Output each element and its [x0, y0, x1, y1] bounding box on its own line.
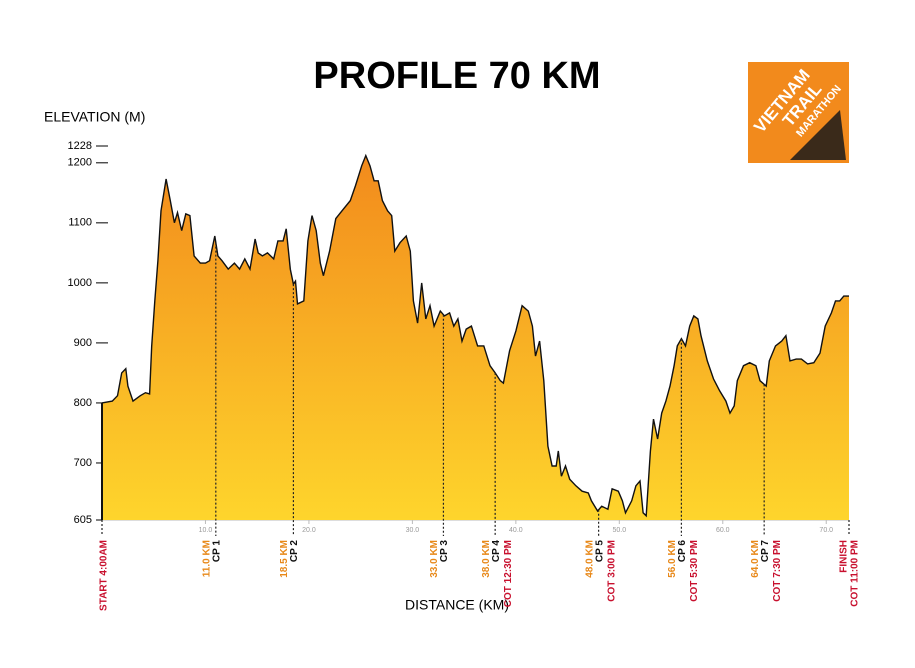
- checkpoint-label: 64.0 KM: [750, 540, 761, 578]
- x-tick-label: 20.0: [302, 527, 316, 534]
- checkpoint-label-group: START 4:00AM: [99, 540, 110, 611]
- y-tick-label: 900: [74, 337, 92, 349]
- checkpoint-label: 11.0 KM: [201, 540, 212, 577]
- logo-mountain: [790, 110, 846, 160]
- checkpoint-label: CP 1: [211, 540, 222, 562]
- checkpoint-label-group: 48.0 KM: [584, 540, 595, 578]
- x-tick-label: 40.0: [509, 527, 523, 534]
- checkpoint-label-group: 18.5 KM: [279, 540, 290, 578]
- checkpoint-label: COT 7:30 PM: [772, 540, 783, 602]
- x-tick-label: 60.0: [716, 527, 730, 534]
- y-tick-label: 700: [74, 457, 92, 469]
- checkpoint-label-group: CP 1: [211, 540, 222, 562]
- profile-line: [101, 153, 849, 518]
- checkpoint-label-group: COT 12:30 PM: [503, 540, 514, 607]
- checkpoint-label: COT 3:00 PM: [606, 540, 617, 602]
- y-tick-label: 1000: [68, 277, 92, 289]
- checkpoint-label-group: COT 11:00 PM: [850, 540, 861, 607]
- x-tick-label: 70.0: [819, 527, 833, 534]
- checkpoint-label-group: COT 3:00 PM: [606, 540, 617, 602]
- checkpoint-label-group: CP 4: [491, 540, 502, 562]
- checkpoint-label: 33.0 KM: [429, 540, 440, 578]
- checkpoint-label-group: CP 7: [760, 540, 771, 562]
- logo: VIETNAM TRAIL MARATHON: [748, 62, 849, 163]
- checkpoint-label-group: COT 7:30 PM: [772, 540, 783, 602]
- checkpoint-label: CP 7: [760, 540, 771, 562]
- checkpoint-label-group: 56.0 KM: [667, 540, 678, 578]
- checkpoint-label-group: 64.0 KM: [750, 540, 761, 578]
- y-tick-label: 1228: [68, 140, 92, 152]
- checkpoint-label: CP 3: [439, 540, 450, 562]
- x-tick-label: 50.0: [613, 527, 627, 534]
- checkpoint-label-group: FINISH: [839, 540, 850, 573]
- x-tick-label: 30.0: [406, 527, 420, 534]
- checkpoint-label: START 4:00AM: [99, 540, 110, 611]
- checkpoint-label-group: CP 6: [677, 540, 688, 562]
- checkpoint-label-group: CP 3: [439, 540, 450, 562]
- y-tick-label: 605: [74, 514, 92, 526]
- checkpoint-label-group: CP 2: [289, 540, 300, 562]
- checkpoint-label-group: 38.0 KM: [481, 540, 492, 578]
- checkpoint-label-group: COT 5:30 PM: [689, 540, 700, 602]
- checkpoint-label: CP 6: [677, 540, 688, 562]
- checkpoint-label: FINISH: [839, 540, 850, 573]
- checkpoint-label-group: CP 5: [594, 540, 605, 562]
- y-tick-label: 1200: [68, 157, 92, 169]
- checkpoint-label: 48.0 KM: [584, 540, 595, 578]
- chart-title: PROFILE 70 KM: [313, 55, 600, 97]
- y-axis-title: ELEVATION (M): [44, 109, 145, 125]
- checkpoint-label: CP 5: [594, 540, 605, 562]
- x-axis-title: DISTANCE (KM): [405, 597, 509, 613]
- checkpoint-label-group: 11.0 KM: [201, 540, 212, 577]
- checkpoint-label: 18.5 KM: [279, 540, 290, 578]
- checkpoint-label: COT 5:30 PM: [689, 540, 700, 602]
- y-tick-label: 800: [74, 397, 92, 409]
- checkpoint-label: 38.0 KM: [481, 540, 492, 578]
- y-tick-label: 1100: [68, 217, 92, 229]
- checkpoint-label: COT 11:00 PM: [850, 540, 861, 607]
- checkpoint-label-group: 33.0 KM: [429, 540, 440, 578]
- area-fill: [102, 155, 849, 520]
- checkpoint-label: COT 12:30 PM: [503, 540, 514, 607]
- checkpoint-label: CP 4: [491, 540, 502, 562]
- x-tick-label: 10.0: [199, 527, 213, 534]
- checkpoint-label: CP 2: [289, 540, 300, 562]
- checkpoint-label: 56.0 KM: [667, 540, 678, 578]
